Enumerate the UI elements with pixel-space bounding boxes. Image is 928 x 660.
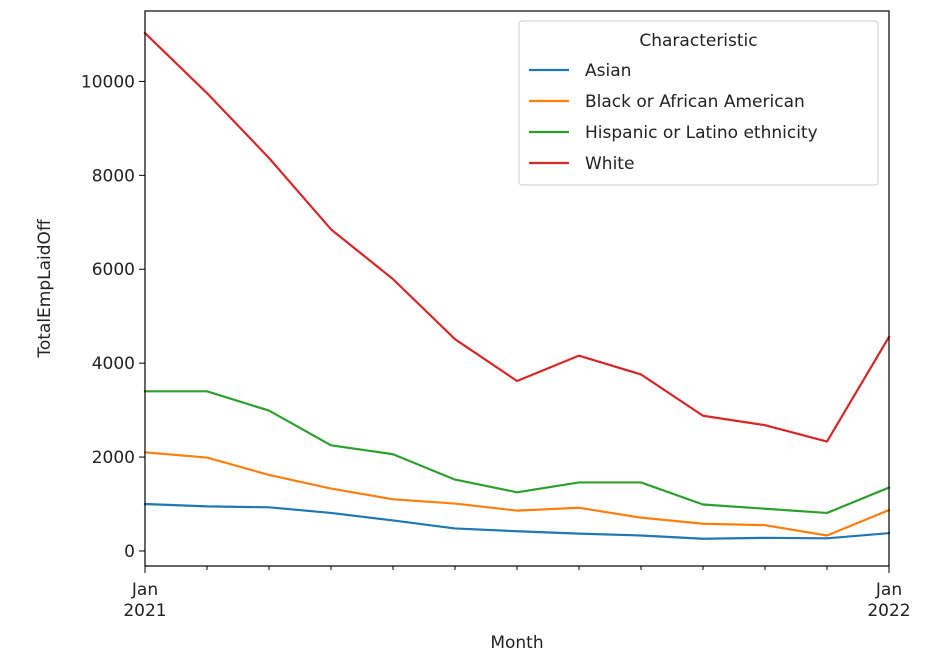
y-tick-label: 8000 [92,166,135,186]
x-tick-label: Jan [131,580,158,600]
y-tick-label: 2000 [92,448,135,468]
series-layer [143,31,891,540]
y-tick-label: 10000 [81,72,135,92]
legend-label: White [585,154,634,174]
y-axis: 0 2000 4000 6000 8000 10000 [81,72,145,562]
y-tick-label: 6000 [92,260,135,280]
x-tick-label: 2022 [867,601,910,621]
legend-label: Asian [585,61,631,81]
legend-label: Hispanic or Latino ethnicity [585,123,818,143]
series-line-hispanic-or-latino-ethnicity [143,390,891,515]
legend-label: Black or African American [585,92,805,112]
y-axis-title: TotalEmpLaidOff [35,218,55,359]
y-tick-label: 4000 [92,354,135,374]
series-line-white [143,31,891,443]
series-line-black-or-african-american [143,451,891,537]
legend: Characteristic Asian Black or African Ame… [518,20,879,186]
x-tick-label: 2021 [123,601,166,621]
legend-title: Characteristic [639,31,757,51]
x-tick-label: Jan [875,580,902,600]
y-tick-label: 0 [124,542,135,562]
series-line-asian [143,502,891,540]
legend-items: Asian Black or African American Hispanic o… [529,61,818,174]
legend-box [518,20,879,186]
x-axis-title: Month [490,633,543,653]
